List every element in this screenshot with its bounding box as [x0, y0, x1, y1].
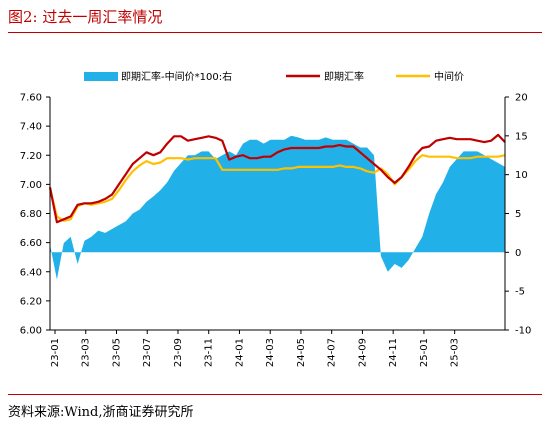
x-tick-label: 23-07 — [142, 338, 153, 367]
line-layer — [48, 133, 506, 224]
x-tick-label: 24-07 — [327, 338, 338, 367]
chart-title: 图2: 过去一周汇率情况 — [8, 8, 163, 26]
legend-label-spread: 即期汇率-中间价*100:右 — [121, 70, 232, 83]
left-tick-label: 6.20 — [20, 296, 42, 307]
x-tick-label: 23-05 — [111, 338, 122, 367]
x-tick-label: 24-01 — [234, 338, 245, 367]
right-tick-label: 10 — [515, 170, 528, 181]
left-tick-label: 6.40 — [20, 267, 42, 278]
spread-area — [50, 135, 505, 280]
left-tick-label: 7.60 — [20, 93, 42, 104]
x-tick-label: 23-01 — [50, 338, 61, 367]
right-tick-label: 0 — [515, 248, 521, 259]
left-tick-label: 7.00 — [20, 180, 42, 191]
title-rule — [8, 32, 542, 33]
left-tick-label: 6.60 — [20, 238, 42, 249]
x-tick-label: 25-01 — [419, 338, 430, 367]
left-tick-label: 7.20 — [20, 151, 42, 162]
right-tick-label: 20 — [515, 93, 528, 104]
source-note: 资料来源:Wind,浙商证券研究所 — [8, 405, 194, 420]
axes-layer: 6.00 6.20 6.40 6.60 6.80 7.00 7.20 7.40 7.60 -10 -… — [20, 93, 532, 368]
right-tick-label: 5 — [515, 209, 521, 220]
right-tick-label: -10 — [515, 326, 531, 337]
x-tick-label: 24-11 — [388, 338, 399, 367]
legend-label-spot: 即期汇率 — [324, 70, 364, 83]
legend: 即期汇率-中间价*100:右 即期汇率 中间价 — [84, 70, 464, 83]
left-tick-label: 7.40 — [20, 122, 42, 133]
right-tick-label: 15 — [515, 131, 528, 142]
right-tick-label: -5 — [515, 287, 525, 298]
x-tick-label: 23-03 — [81, 338, 92, 367]
left-tick-label: 6.80 — [20, 209, 42, 220]
legend-swatch-spread — [84, 72, 118, 81]
x-tick-label: 25-03 — [450, 338, 461, 367]
x-tick-label: 23-11 — [204, 338, 215, 367]
source-rule — [8, 394, 542, 395]
x-tick-label: 24-09 — [357, 338, 368, 367]
mid-rate-line — [48, 154, 506, 222]
legend-label-mid: 中间价 — [434, 70, 464, 83]
left-tick-label: 6.00 — [20, 326, 42, 337]
spot-rate-line — [48, 133, 506, 224]
spread-area-layer — [50, 135, 505, 280]
x-tick-label: 24-05 — [296, 338, 307, 367]
x-tick-label: 24-03 — [265, 338, 276, 367]
x-tick-label: 23-09 — [173, 338, 184, 367]
